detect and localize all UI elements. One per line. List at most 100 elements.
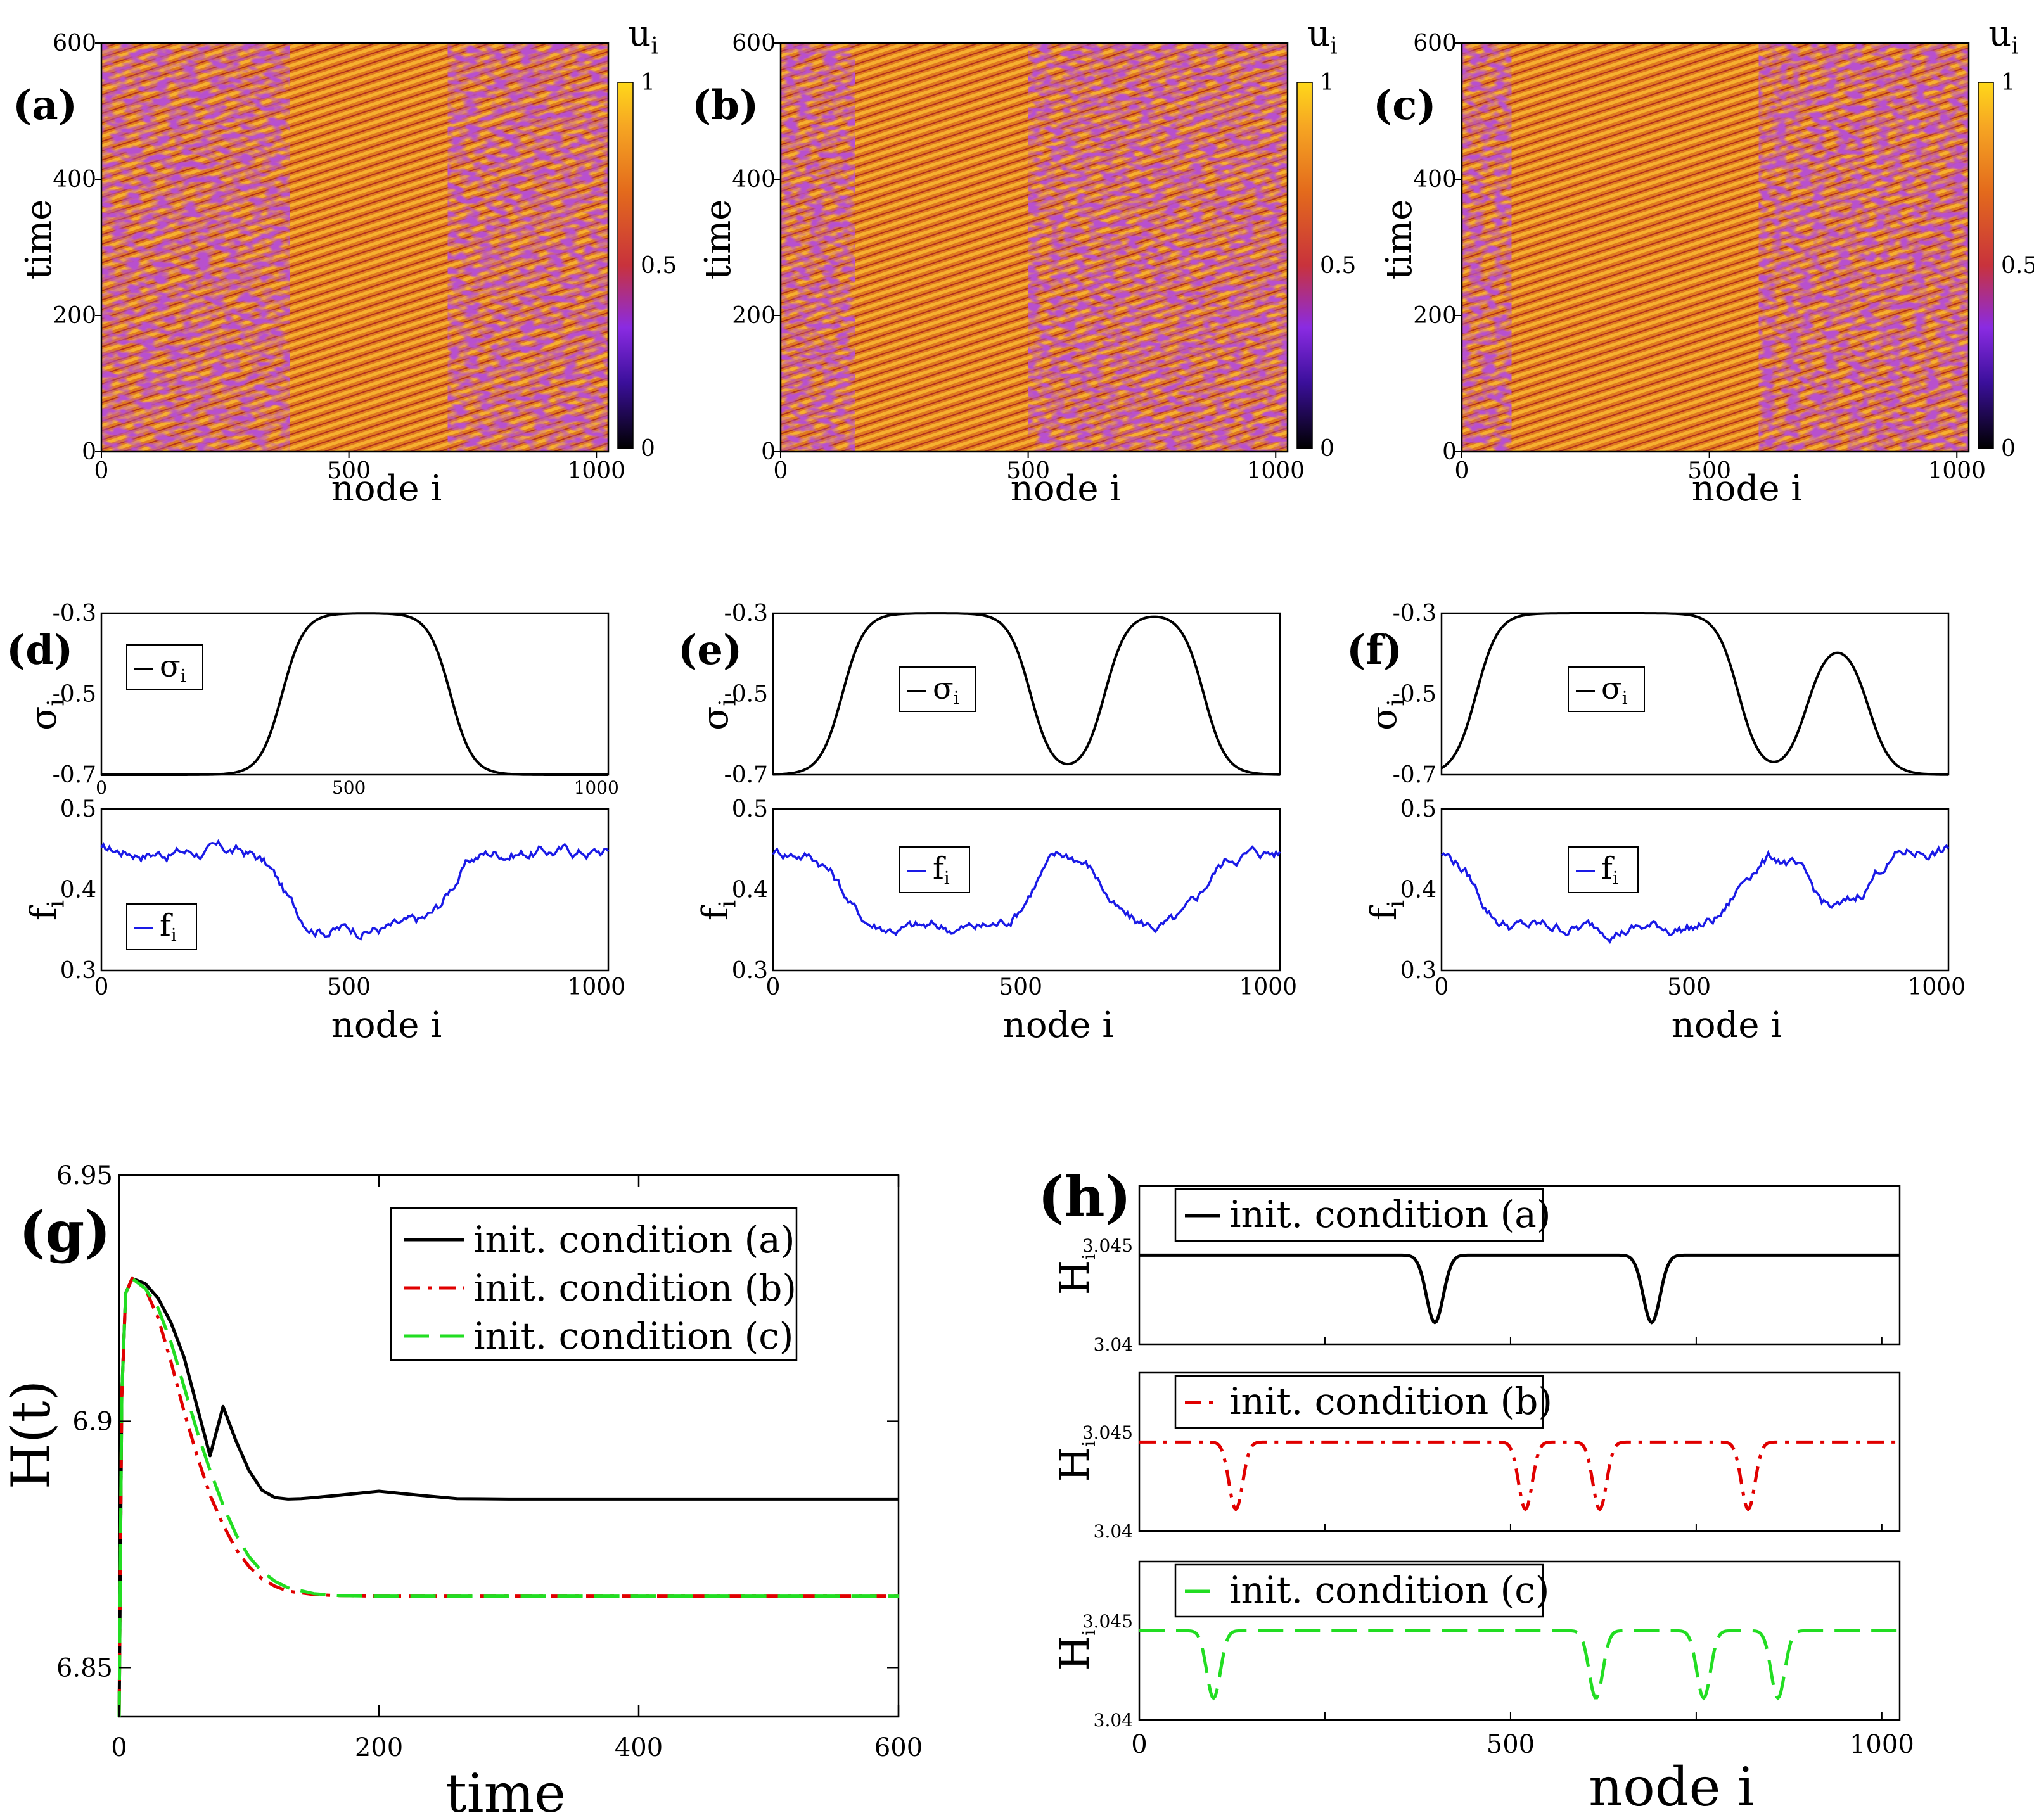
colorbar-label-sub: i [2011, 34, 2019, 60]
y-axis-label: Hi [1052, 1630, 1099, 1671]
heatmap-frame [100, 42, 610, 453]
f-curve [772, 845, 1281, 936]
y-tick-label: -0.7 [1393, 762, 1436, 788]
f-frame [100, 808, 610, 972]
y-tick-label: 0.5 [1400, 796, 1436, 822]
y-axis-label-main: H [1052, 1260, 1099, 1295]
y-axis-label-main: H [1052, 1447, 1099, 1482]
y-axis-label-sub: i [1384, 699, 1410, 706]
x-tick-label: 600 [874, 1733, 923, 1762]
legend-label: init. condition (a) [1229, 1193, 1551, 1236]
legend-box [126, 644, 203, 690]
y-axis-label-sub: i [1078, 1630, 1099, 1636]
heatmap-incoherent-right [447, 43, 608, 452]
x-tick-label: 500 [1667, 974, 1711, 1000]
legend-label-sub: i [954, 687, 959, 708]
y-tick-label: 600 [732, 30, 776, 56]
y-tick-label: 200 [732, 303, 776, 329]
legend-box [1174, 1375, 1544, 1429]
chart-g: 0 200 400 600 6.85 6.9 6.95 time H(t) (g) init. co… [0, 1161, 923, 1820]
y-tick-label: 0 [82, 439, 96, 465]
series-line-2 [1139, 1440, 1900, 1512]
y-tick-label: 3.04 [1094, 1334, 1133, 1355]
colorbar-tick-label: 0.5 [641, 253, 677, 279]
y-axis-label-sub: i [1078, 1441, 1099, 1447]
panel-label: (a) [13, 82, 77, 129]
y-tick-label: 600 [1413, 30, 1457, 56]
subplot-frame [1138, 1560, 1901, 1721]
panel-label: (d) [6, 627, 73, 674]
legend-label: init. condition (c) [1229, 1569, 1549, 1612]
sigma-frame [1440, 612, 1950, 776]
colorbar-tick-label: 0 [1320, 436, 1334, 462]
y-axis-label: Hi [1052, 1254, 1099, 1295]
y-tick-label: 0.5 [732, 796, 768, 822]
heatmap-panel: 0 500 1000 0 200 400 600 node i time (a) 0 0.5 1 ui [13, 13, 677, 509]
y-axis-label: Hi [1052, 1441, 1099, 1482]
colorbar-label-sub: i [651, 34, 658, 60]
heatmap-incoherent-left [781, 43, 855, 452]
legend-label-sub: i [1613, 867, 1618, 888]
legend-label-sub: i [1622, 687, 1628, 708]
y-tick-label: 6.85 [56, 1653, 113, 1683]
y-tick-label: -0.3 [53, 601, 96, 627]
y-tick-label: 0.4 [60, 877, 96, 903]
x-tick-label: 400 [615, 1733, 663, 1762]
x-tick-label: 0 [1131, 1730, 1147, 1759]
colorbar-label-main: u [1988, 13, 2011, 54]
x-tick-label: 500 [332, 777, 366, 798]
series-line-3 [1139, 1629, 1900, 1701]
y-axis-label: σi [1364, 699, 1410, 730]
y-axis-label-main: σ [695, 706, 736, 730]
panel-label: (e) [678, 627, 742, 674]
legend-box [1568, 666, 1645, 712]
x-tick-label: 1000 [1928, 458, 1986, 484]
heatmap-frame [779, 42, 1289, 453]
x-tick-label: 0 [111, 1733, 127, 1762]
heatmap-incoherent-right [1758, 43, 1969, 452]
y-tick-label: 400 [1413, 167, 1457, 193]
x-tick-label: 0 [1435, 974, 1449, 1000]
x-axis-label: node i [1692, 468, 1802, 509]
subplot-frame [1138, 1371, 1901, 1532]
y-axis-label-sub: i [44, 900, 70, 908]
colorbar-tick-label: 1 [641, 70, 655, 96]
y-tick-label: 600 [53, 30, 96, 56]
legend-label-sub: i [944, 867, 950, 888]
colorbar-label: ui [628, 13, 658, 60]
x-tick-label: 1000 [1907, 974, 1966, 1000]
legend-label: σi [933, 671, 959, 708]
legend-label: fi [933, 851, 950, 888]
y-tick-label: 3.045 [1082, 1611, 1133, 1632]
y-tick-label: 0 [1442, 439, 1457, 465]
x-tick-label: 1000 [567, 974, 625, 1000]
heatmap-panel: 0 500 1000 0 200 400 600 node i time (c) 0 0.5 1 ui [1373, 13, 2034, 509]
sigma-curve [1440, 612, 1949, 776]
y-axis-label: time [18, 200, 60, 280]
x-axis-label: node i [331, 468, 442, 509]
y-axis-label: σi [23, 699, 70, 730]
x-tick-label: 500 [1006, 458, 1050, 484]
x-axis-label: node i [1003, 1005, 1113, 1046]
y-axis-label: H(t) [0, 1380, 62, 1490]
x-tick-label: 0 [94, 458, 109, 484]
colorbar-label-main: u [1307, 13, 1330, 54]
colorbar-label: ui [1988, 13, 2019, 60]
colorbar-tick-label: 0 [641, 436, 655, 462]
y-axis-label-sub: i [1384, 900, 1410, 908]
y-axis-label-sub: i [715, 900, 741, 908]
y-axis-label: fi [695, 900, 741, 920]
legend-label-main: f [1601, 851, 1615, 886]
legend-label-sub: i [181, 665, 186, 686]
colorbar-tick-label: 1 [2001, 70, 2016, 96]
heatmap-incoherent-left [101, 43, 290, 452]
colorbar-tick-label: 0 [2001, 436, 2016, 462]
series-line-1 [117, 1276, 899, 1717]
legend-label: σi [160, 649, 186, 686]
legend-label-main: σ [1601, 671, 1622, 706]
y-tick-label: 400 [732, 167, 776, 193]
y-tick-label: 6.95 [56, 1161, 113, 1190]
